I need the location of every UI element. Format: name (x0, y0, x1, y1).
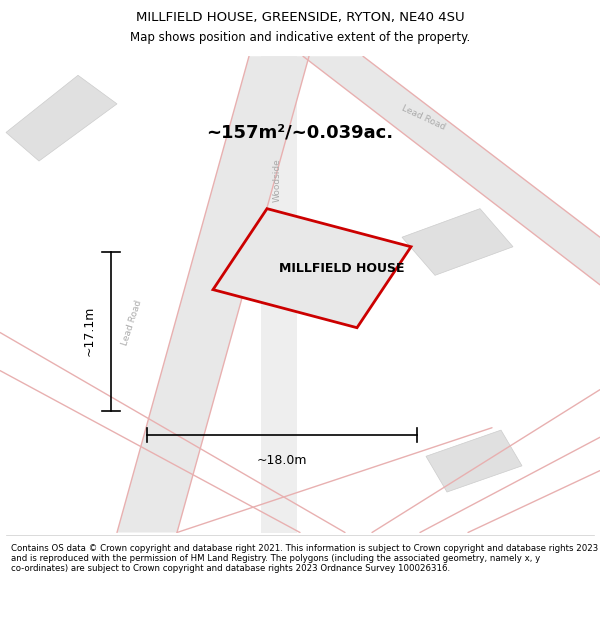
Text: Map shows position and indicative extent of the property.: Map shows position and indicative extent… (130, 31, 470, 44)
Polygon shape (402, 209, 513, 276)
Text: Lane: Lane (272, 229, 282, 251)
Polygon shape (303, 56, 600, 285)
Polygon shape (117, 56, 309, 532)
Text: MILLFIELD HOUSE: MILLFIELD HOUSE (279, 262, 405, 274)
Text: Contains OS data © Crown copyright and database right 2021. This information is : Contains OS data © Crown copyright and d… (11, 544, 598, 573)
Text: ~17.1m: ~17.1m (83, 306, 96, 356)
Text: ~157m²/~0.039ac.: ~157m²/~0.039ac. (206, 124, 394, 141)
Text: Woodside: Woodside (272, 158, 282, 202)
Text: ~18.0m: ~18.0m (257, 454, 307, 467)
Polygon shape (213, 209, 411, 328)
Text: Lead Road: Lead Road (400, 104, 446, 132)
Polygon shape (6, 75, 117, 161)
Text: MILLFIELD HOUSE, GREENSIDE, RYTON, NE40 4SU: MILLFIELD HOUSE, GREENSIDE, RYTON, NE40 … (136, 11, 464, 24)
Polygon shape (261, 56, 297, 532)
Text: Lead Road: Lead Road (121, 299, 143, 347)
Polygon shape (426, 430, 522, 492)
